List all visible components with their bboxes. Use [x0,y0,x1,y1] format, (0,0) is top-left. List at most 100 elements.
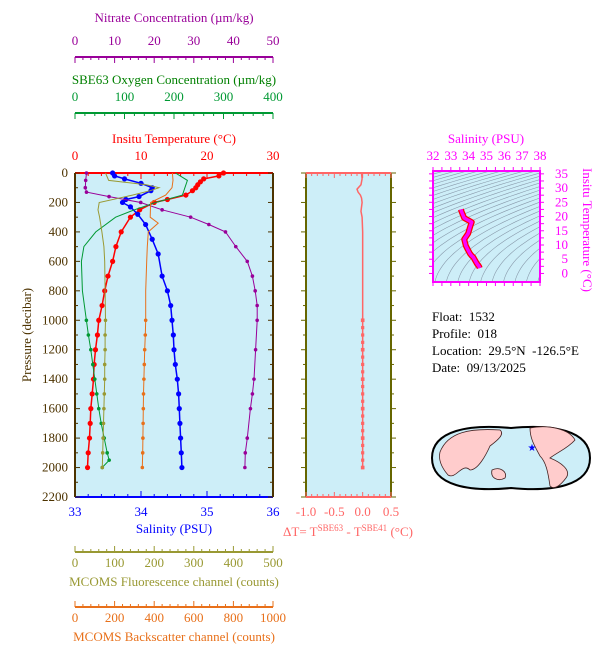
delta-t-point [361,333,365,337]
temperature-tick-label: 30 [267,148,280,163]
delta-t-point [361,348,365,352]
nitrate-point [84,171,89,175]
delta-t-point [361,399,365,403]
temperature-tick-label: 20 [201,148,214,163]
salinity-point [178,450,184,456]
delta-t-point [361,340,365,344]
backscatter-point [141,392,146,396]
map-land [529,426,576,488]
nitrate-point [250,392,255,396]
backscatter-point [141,406,146,411]
salinity-point [121,176,128,182]
backscatter-point [140,465,145,470]
nitrate-point [245,436,250,440]
ts-temperature-title: Insitu Temperature (°C) [580,168,595,292]
salinity-point [177,420,183,426]
density-contour [491,232,540,282]
nitrate-point [253,289,257,293]
delta-t-point [361,414,365,418]
density-contour [433,182,540,224]
delta-t-point [361,465,365,470]
salinity-axis-title: Salinity (PSU) [136,521,212,536]
delta-t-point [361,326,365,330]
delta-t-tick-label: -1.0 [296,504,317,519]
salinity-point [155,251,161,257]
salinity-point [176,406,182,412]
oxygen-point [84,318,89,323]
pressure-tick-label: 1000 [42,312,68,327]
temperature-point [189,188,196,194]
backscatter-tick-label: 600 [184,610,204,625]
delta-t-point [361,392,365,396]
oxygen-point [91,362,95,367]
oxygen-point [105,451,109,455]
delta-t-point [361,436,365,440]
nitrate-point [233,244,238,249]
delta-t-tick-label: -0.5 [324,504,345,519]
fluorescence-tick-label: 100 [105,555,125,570]
salinity-point [112,173,118,179]
density-contour [526,258,540,282]
salinity-point [174,376,180,382]
nitrate-point [243,451,248,455]
fluorescence-line [97,172,161,468]
salinity-point [171,347,177,353]
delta-t-point [361,458,365,462]
nitrate-point [223,230,228,234]
ts-curve [459,208,482,269]
density-contour [433,171,536,204]
temperature-point [216,173,222,179]
density-contour [433,193,540,244]
nitrate-point [160,208,164,212]
pressure-tick-label: 2000 [42,460,68,475]
ts-salinity-tick-label: 37 [516,148,530,163]
oxygen-point [86,333,91,337]
delta-t-title-part: (°C) [387,524,413,539]
density-contour [433,201,540,264]
salinity-point [143,221,149,228]
delta-t-title-part: SBE41 [362,523,388,533]
delta-t-point [361,384,365,389]
nitrate-tick-label: 30 [187,33,200,48]
fluorescence-point [101,436,105,440]
backscatter-tick-label: 0 [72,610,79,625]
density-contour [514,247,540,282]
salinity-point [172,361,178,368]
pressure-tick-label: 1800 [42,430,68,445]
density-contour [433,175,540,214]
profile-number: 018 [477,326,498,341]
date-label: Date: [432,360,461,375]
oxygen-tick-label: 0 [72,89,79,104]
fluorescence-tick-label: 400 [224,555,244,570]
ts-temperature-tick-label: 30 [555,180,568,195]
pressure-tick-label: 2200 [42,489,68,504]
fluorescence-axis-title: MCOMS Fluorescence channel (counts) [69,574,279,589]
temperature-point [89,391,95,397]
backscatter-point [143,318,148,323]
fluorescence-point [102,377,107,381]
salinity-tick-label: 34 [135,504,149,519]
delta-t-point [361,443,365,448]
delta-t-plot-area [306,173,391,497]
salinity-tick-label: 36 [267,504,281,519]
nitrate-tick-label: 10 [108,33,121,48]
nitrate-tick-label: 20 [148,33,161,48]
temperature-point [96,317,102,323]
temperature-point [87,420,93,426]
nitrate-tick-label: 40 [227,33,240,48]
nitrate-point [243,465,247,470]
backscatter-point [141,436,145,440]
temperature-point [118,229,124,235]
oxygen-tick-label: 200 [164,89,184,104]
backscatter-point [141,421,145,426]
nitrate-point [248,406,253,411]
delta-t-axis-title: ΔT= TSBE63 - TSBE41 (°C) [283,523,413,539]
nitrate-point [207,222,211,227]
temperature-point [94,332,101,338]
nitrate-tick-label: 50 [267,33,280,48]
salinity-point [127,204,134,210]
ts-salinity-tick-label: 38 [534,148,547,163]
backscatter-tick-label: 200 [105,610,125,625]
location-label: Location: [432,343,482,358]
salinity-point [149,236,155,242]
